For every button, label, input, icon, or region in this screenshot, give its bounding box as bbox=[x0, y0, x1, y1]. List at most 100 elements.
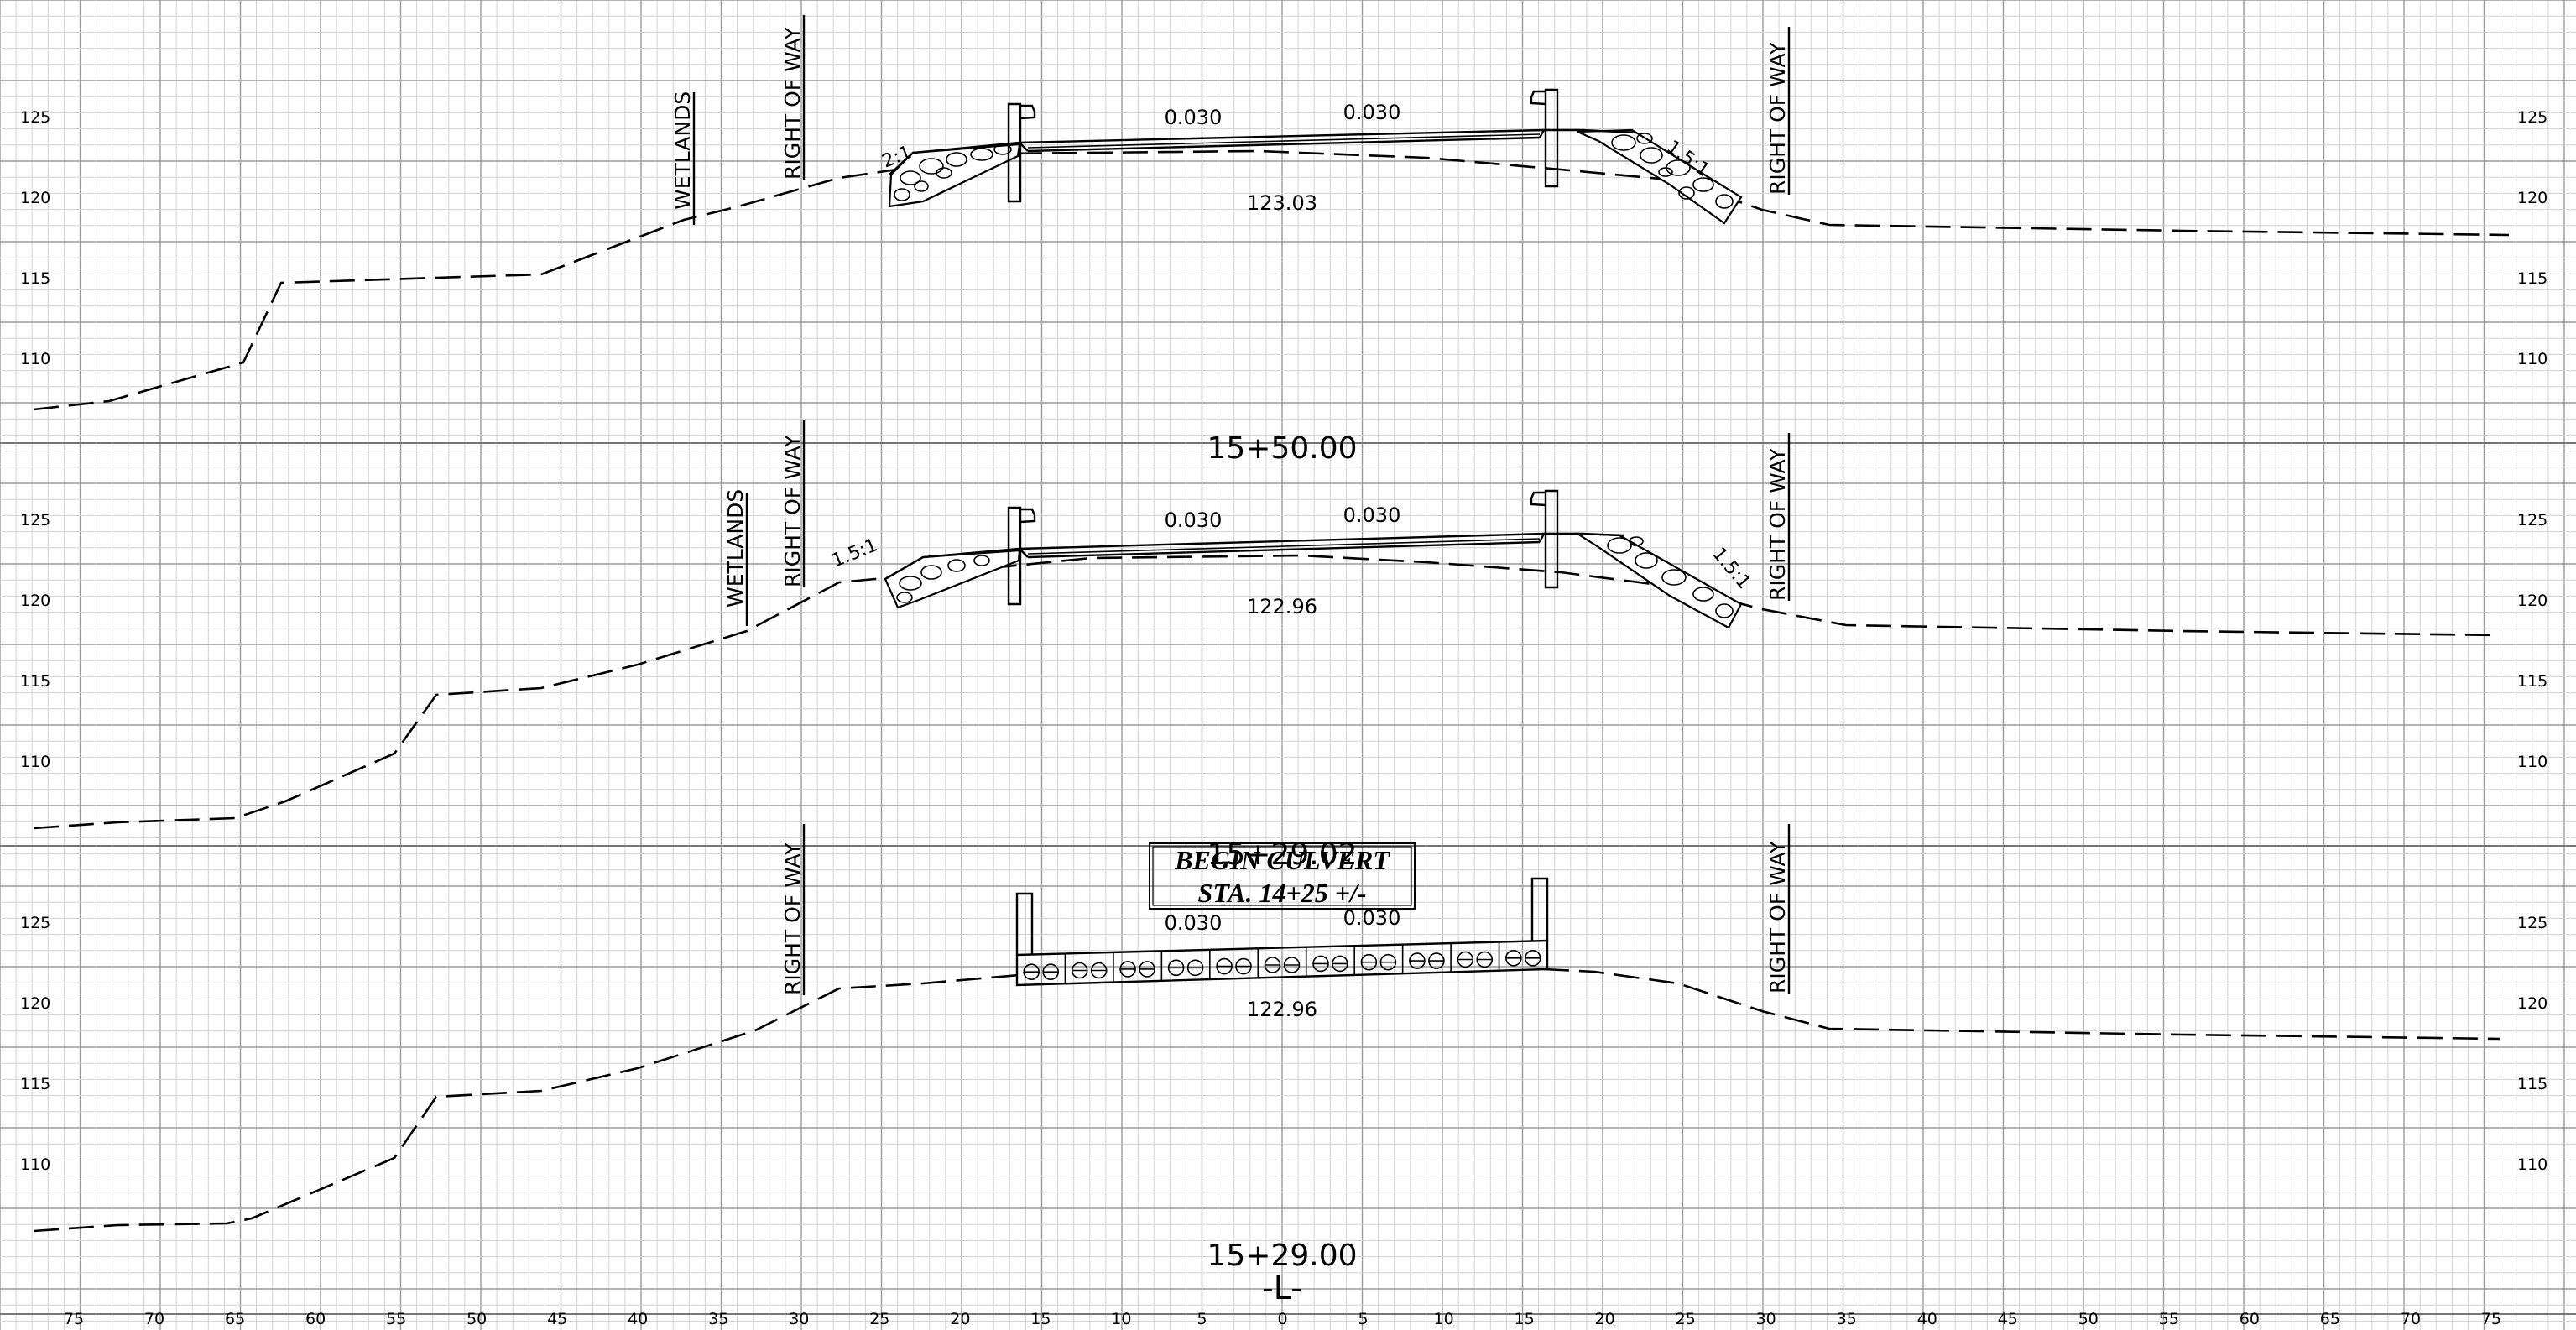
ticks-left-2: 125 120 115 110 bbox=[20, 511, 50, 771]
offset-tick: 70 bbox=[144, 1310, 164, 1328]
station-label: 15+50.00 bbox=[1207, 431, 1357, 466]
elev-tick: 110 bbox=[20, 350, 50, 368]
existing-ground-line bbox=[33, 968, 2501, 1233]
right-of-way-label: RIGHT OF WAY bbox=[1765, 41, 1790, 195]
elev-tick: 120 bbox=[20, 189, 50, 207]
offset-tick: 20 bbox=[950, 1310, 970, 1328]
cross-section-3: 125 120 115 110 125 120 115 110 0.030 0.… bbox=[20, 824, 2547, 1233]
station-label: 15+29.00 bbox=[1207, 1239, 1357, 1273]
elev-tick: 125 bbox=[20, 511, 50, 529]
offset-tick: 50 bbox=[2078, 1310, 2099, 1328]
pavement-top bbox=[1019, 532, 1545, 550]
offset-tick: 10 bbox=[1111, 1310, 1131, 1328]
offset-tick: 10 bbox=[1434, 1310, 1454, 1328]
right-of-way-label: RIGHT OF WAY bbox=[1765, 840, 1790, 994]
offset-tick: 25 bbox=[869, 1310, 889, 1328]
ticks-left-1: 125 120 115 110 bbox=[20, 108, 50, 368]
ticks-right-2: 125 120 115 110 bbox=[2517, 511, 2547, 771]
riprap-right bbox=[1577, 128, 1743, 225]
offset-tick: 50 bbox=[467, 1310, 487, 1328]
begin-culvert-note: 15+29.02 BEGIN CULVERT STA. 14+25 +/- bbox=[1149, 837, 1416, 910]
offset-tick: 60 bbox=[305, 1310, 326, 1328]
offset-axis: 75 70 65 60 55 50 45 40 35 30 25 20 15 10 5 0 5 10 15 20 25 3… bbox=[64, 1310, 2501, 1328]
right-of-way-label: RIGHT OF WAY bbox=[780, 434, 805, 587]
wetlands-label: WETLANDS bbox=[723, 489, 748, 608]
elev-tick: 115 bbox=[20, 1075, 50, 1093]
wetlands-label: WETLANDS bbox=[670, 91, 695, 210]
guardrail-left bbox=[1007, 506, 1036, 606]
elev-tick: 125 bbox=[2517, 914, 2547, 932]
offset-tick: 5 bbox=[1358, 1310, 1368, 1328]
cross-section-2: 125 120 115 110 125 120 115 110 bbox=[20, 420, 2547, 830]
mannings-n-label: 0.030 bbox=[1165, 106, 1223, 129]
offset-tick: 30 bbox=[1756, 1310, 1776, 1328]
box-culvert bbox=[1015, 877, 1549, 987]
mannings-n-label: 0.030 bbox=[1165, 911, 1223, 935]
offset-tick: 40 bbox=[1917, 1310, 1937, 1328]
offset-tick: 45 bbox=[547, 1310, 567, 1328]
elev-tick: 115 bbox=[2517, 269, 2547, 288]
pavement-bottom bbox=[1027, 540, 1541, 559]
offset-tick: 35 bbox=[708, 1310, 728, 1328]
elev-tick: 110 bbox=[2517, 350, 2547, 368]
elev-tick: 125 bbox=[20, 108, 50, 127]
guardrail-right bbox=[1530, 489, 1559, 589]
offset-tick: 15 bbox=[1515, 1310, 1535, 1328]
offset-tick: 75 bbox=[2481, 1310, 2501, 1328]
elev-tick: 110 bbox=[2517, 753, 2547, 771]
offset-tick: 20 bbox=[1595, 1310, 1615, 1328]
centerline-elevation: 123.03 bbox=[1247, 191, 1317, 215]
guardrail-right bbox=[1530, 88, 1559, 188]
alignment-label: -L- bbox=[1262, 1270, 1302, 1307]
offset-tick: 65 bbox=[225, 1310, 245, 1328]
offset-tick: 30 bbox=[789, 1310, 809, 1328]
elev-tick: 120 bbox=[2517, 994, 2547, 1013]
mannings-n-label: 0.030 bbox=[1343, 503, 1401, 527]
ticks-right-1: 125 120 115 110 bbox=[2517, 108, 2547, 368]
shoulder-left bbox=[889, 141, 1020, 175]
pavement-top bbox=[1019, 128, 1545, 144]
right-of-way-label: RIGHT OF WAY bbox=[780, 842, 805, 995]
elev-tick: 115 bbox=[20, 672, 50, 691]
elev-tick: 110 bbox=[20, 753, 50, 771]
mannings-n-label: 0.030 bbox=[1343, 101, 1401, 124]
headwall-left bbox=[1015, 892, 1034, 955]
elev-tick: 110 bbox=[20, 1155, 50, 1174]
elev-tick: 120 bbox=[20, 592, 50, 610]
culvert-note-line1: BEGIN CULVERT bbox=[1174, 845, 1390, 875]
offset-tick: 35 bbox=[1837, 1310, 1857, 1328]
elev-tick: 115 bbox=[2517, 1075, 2547, 1093]
offset-tick: 55 bbox=[2159, 1310, 2179, 1328]
offset-tick: 60 bbox=[2240, 1310, 2260, 1328]
elev-tick: 110 bbox=[2517, 1155, 2547, 1174]
elev-tick: 115 bbox=[20, 269, 50, 288]
elev-tick: 125 bbox=[2517, 511, 2547, 529]
offset-tick: 5 bbox=[1197, 1310, 1207, 1328]
shoulder-left bbox=[884, 547, 1020, 581]
elev-tick: 120 bbox=[2517, 189, 2547, 207]
pavement-bottom bbox=[1027, 136, 1541, 153]
offset-tick: 15 bbox=[1030, 1310, 1051, 1328]
elev-tick: 125 bbox=[20, 914, 50, 932]
ticks-right-3: 125 120 115 110 bbox=[2517, 914, 2547, 1174]
elev-tick: 115 bbox=[2517, 672, 2547, 691]
elev-tick: 120 bbox=[20, 994, 50, 1013]
offset-tick: 40 bbox=[628, 1310, 648, 1328]
right-of-way-label: RIGHT OF WAY bbox=[1765, 447, 1790, 601]
guardrail-left bbox=[1007, 102, 1036, 203]
overlapping-station-label: 15+29.02 bbox=[1207, 837, 1357, 872]
elev-tick: 125 bbox=[2517, 108, 2547, 127]
headwall-right bbox=[1530, 877, 1549, 941]
right-of-way-label: RIGHT OF WAY bbox=[780, 26, 805, 180]
offset-tick: 70 bbox=[2401, 1310, 2421, 1328]
mannings-n-label: 0.030 bbox=[1165, 509, 1223, 532]
culvert-note-line2: STA. 14+25 +/- bbox=[1198, 878, 1367, 908]
centerline-elevation: 122.96 bbox=[1247, 595, 1317, 618]
offset-tick: 45 bbox=[1998, 1310, 2018, 1328]
offset-tick: 75 bbox=[64, 1310, 84, 1328]
ticks-left-3: 125 120 115 110 bbox=[20, 914, 50, 1174]
offset-tick: 65 bbox=[2320, 1310, 2340, 1328]
mannings-n-label: 0.030 bbox=[1343, 906, 1401, 930]
